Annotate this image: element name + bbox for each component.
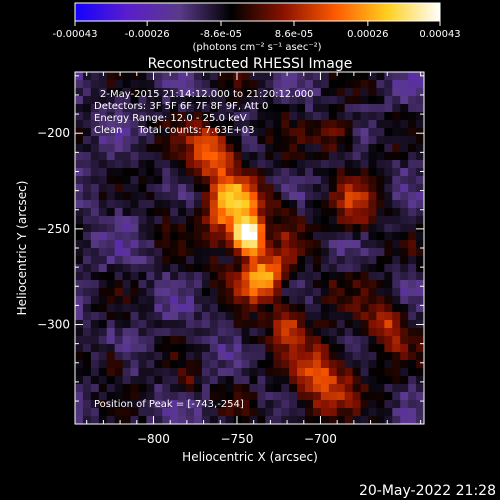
colorbar-tick-label: -0.00043 [53,29,98,40]
x-axis-label: Heliocentric X (arcsec) [182,450,318,464]
y-axis-label: Heliocentric Y (arcsec) [15,181,29,316]
peak-position-label: Position of Peak = [-743,-254] [94,399,244,410]
x-tick-label: −800 [137,432,170,446]
colorbar-ticks: -0.00043 -0.00026 -8.6e-05 8.6e-05 0.00026 0.… [53,21,461,40]
annotation-energy: Energy Range: 12.0 - 25.0 keV [94,113,247,124]
footer-timestamp: 20-May-2022 21:28 [359,483,496,499]
annotation-counts: Clean Total counts: 7.63E+03 [94,125,254,136]
y-tick-label: −300 [37,318,70,332]
annotation-time: 2-May-2015 21:14:12.000 to 21:20:12.000 [100,89,313,100]
x-tick-label: −750 [220,432,253,446]
axis-ticks: −800 −750 −700 −200 −250 −300 [37,72,424,446]
plot-title: Reconstructed RHESSI Image [148,56,353,72]
heatmap-image [75,72,424,424]
x-tick-label: −700 [304,432,337,446]
colorbar-tick-label: 0.00043 [419,29,460,40]
colorbar-tick-label: -0.00026 [125,29,170,40]
colorbar-tick-label: 8.6e-05 [275,29,313,40]
colorbar-tick-label: 0.00026 [347,29,388,40]
y-tick-label: −200 [37,126,70,140]
colorbar-tick-label: -8.6e-05 [200,29,242,40]
colorbar-unit-label: (photons cm⁻² s⁻¹ asec⁻²) [192,42,321,53]
y-tick-label: −250 [37,222,70,236]
colorbar [74,2,441,22]
annotation-detectors: Detectors: 3F 5F 6F 7F 8F 9F, Att 0 [94,101,268,112]
annotation-block: 2-May-2015 21:14:12.000 to 21:20:12.000 … [94,89,313,136]
